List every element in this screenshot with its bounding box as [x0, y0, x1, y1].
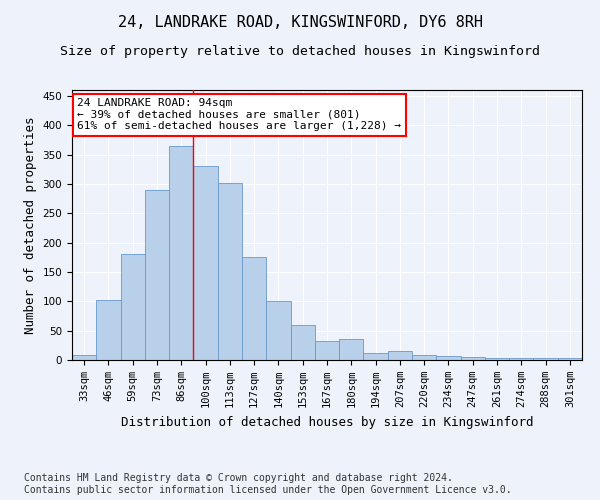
Bar [72, 356, 96, 360]
Bar [290, 326, 315, 360]
Bar [436, 356, 461, 360]
Text: 24 LANDRAKE ROAD: 94sqm
← 39% of detached houses are smaller (801)
61% of semi-d: 24 LANDRAKE ROAD: 94sqm ← 39% of detache… [77, 98, 401, 132]
Text: Size of property relative to detached houses in Kingswinford: Size of property relative to detached ho… [60, 45, 540, 58]
Bar [242, 256, 266, 360]
Bar [218, 182, 242, 360]
Bar [412, 356, 436, 360]
Bar [388, 351, 412, 360]
Bar [461, 357, 485, 360]
Bar [364, 353, 388, 360]
Bar [145, 190, 169, 360]
Bar [558, 358, 582, 360]
Bar [121, 254, 145, 360]
X-axis label: Distribution of detached houses by size in Kingswinford: Distribution of detached houses by size … [121, 416, 533, 428]
Bar [96, 300, 121, 360]
Bar [315, 341, 339, 360]
Text: Contains HM Land Registry data © Crown copyright and database right 2024.
Contai: Contains HM Land Registry data © Crown c… [24, 474, 512, 495]
Text: 24, LANDRAKE ROAD, KINGSWINFORD, DY6 8RH: 24, LANDRAKE ROAD, KINGSWINFORD, DY6 8RH [118, 15, 482, 30]
Y-axis label: Number of detached properties: Number of detached properties [24, 116, 37, 334]
Bar [339, 340, 364, 360]
Bar [533, 358, 558, 360]
Bar [266, 302, 290, 360]
Bar [509, 358, 533, 360]
Bar [169, 146, 193, 360]
Bar [193, 166, 218, 360]
Bar [485, 358, 509, 360]
